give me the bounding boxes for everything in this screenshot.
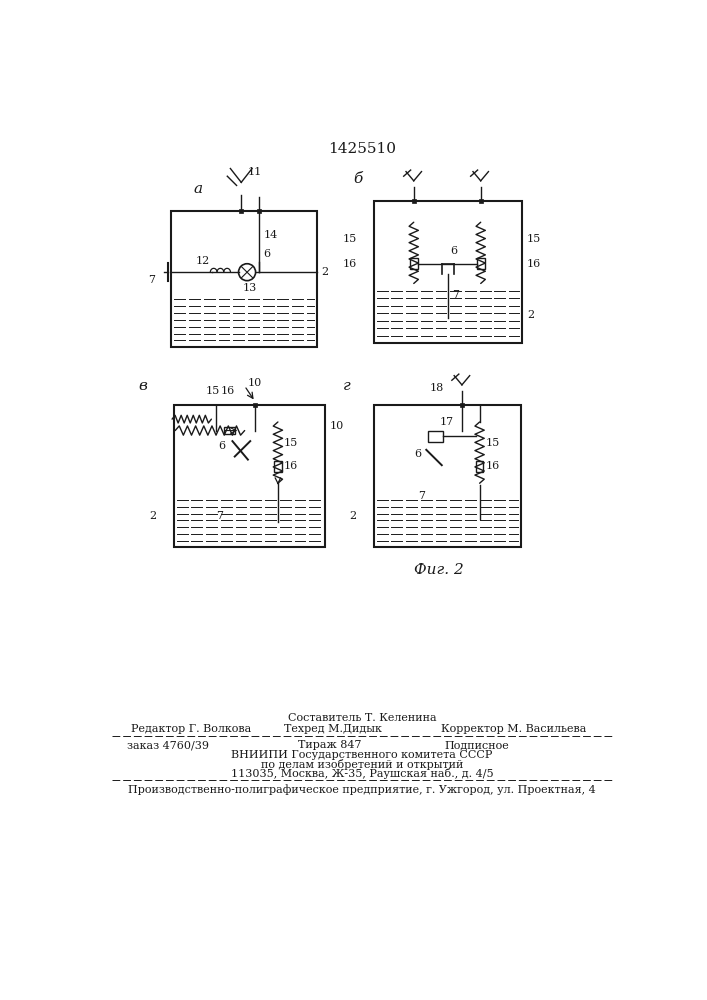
Text: 14: 14	[264, 230, 278, 240]
Text: по делам изобретений и открытий: по делам изобретений и открытий	[261, 759, 463, 770]
Text: 6: 6	[414, 449, 421, 459]
Polygon shape	[274, 461, 282, 472]
Text: 6: 6	[264, 249, 271, 259]
Text: г: г	[343, 379, 351, 393]
Text: 12: 12	[196, 256, 210, 266]
Text: Техред М.Дидык: Техред М.Дидык	[284, 724, 382, 734]
Text: 15: 15	[486, 438, 500, 448]
Polygon shape	[479, 199, 483, 203]
Text: 10: 10	[329, 421, 344, 431]
Text: 16: 16	[486, 461, 500, 471]
Text: Корректор М. Васильева: Корректор М. Васильева	[441, 724, 586, 734]
Text: 2: 2	[527, 310, 534, 320]
Polygon shape	[460, 403, 464, 407]
Polygon shape	[410, 258, 418, 269]
Text: 15: 15	[342, 234, 356, 244]
Circle shape	[238, 264, 256, 281]
Text: 18: 18	[430, 383, 444, 393]
Text: Редактор Г. Волкова: Редактор Г. Волкова	[131, 724, 251, 734]
Text: 2: 2	[149, 511, 156, 521]
Text: 7: 7	[216, 511, 223, 521]
Polygon shape	[239, 209, 243, 213]
Text: 17: 17	[439, 417, 453, 427]
Text: 13: 13	[243, 283, 257, 293]
Text: Тираж 847: Тираж 847	[298, 740, 361, 750]
Polygon shape	[224, 427, 235, 434]
Polygon shape	[476, 461, 484, 472]
Text: 16: 16	[221, 386, 235, 396]
Text: 16: 16	[284, 461, 298, 471]
Text: Подписное: Подписное	[445, 740, 510, 750]
Text: Фиг. 2: Фиг. 2	[414, 563, 464, 577]
Text: 2: 2	[321, 267, 328, 277]
Text: Составитель Т. Келенина: Составитель Т. Келенина	[288, 713, 436, 723]
Text: б: б	[354, 172, 363, 186]
Polygon shape	[477, 258, 484, 269]
Text: 16: 16	[527, 259, 542, 269]
Text: в: в	[138, 379, 147, 393]
Text: 16: 16	[342, 259, 356, 269]
Text: ВНИИПИ Государственного комитета СССР: ВНИИПИ Государственного комитета СССР	[231, 750, 493, 760]
Text: 15: 15	[206, 386, 220, 396]
Text: 15: 15	[284, 438, 298, 448]
Text: 7: 7	[452, 290, 459, 300]
Polygon shape	[253, 403, 257, 407]
Text: Производственно-полиграфическое предприятие, г. Ужгород, ул. Проектная, 4: Производственно-полиграфическое предприя…	[128, 784, 596, 795]
Text: 7: 7	[148, 275, 155, 285]
Text: 7: 7	[418, 491, 425, 501]
Polygon shape	[411, 199, 416, 203]
Text: 113035, Москва, Ж-35, Раушская наб., д. 4/5: 113035, Москва, Ж-35, Раушская наб., д. …	[230, 768, 493, 779]
Polygon shape	[257, 209, 261, 213]
Text: заказ 4760/39: заказ 4760/39	[127, 740, 209, 750]
Text: 6: 6	[450, 246, 457, 256]
Text: 15: 15	[527, 234, 542, 244]
Text: а: а	[194, 182, 203, 196]
Text: 10: 10	[247, 378, 262, 388]
Text: 11: 11	[247, 167, 262, 177]
Text: 2: 2	[349, 511, 356, 521]
Polygon shape	[428, 431, 443, 442]
Text: 6: 6	[218, 441, 226, 451]
Text: 1425510: 1425510	[328, 142, 396, 156]
